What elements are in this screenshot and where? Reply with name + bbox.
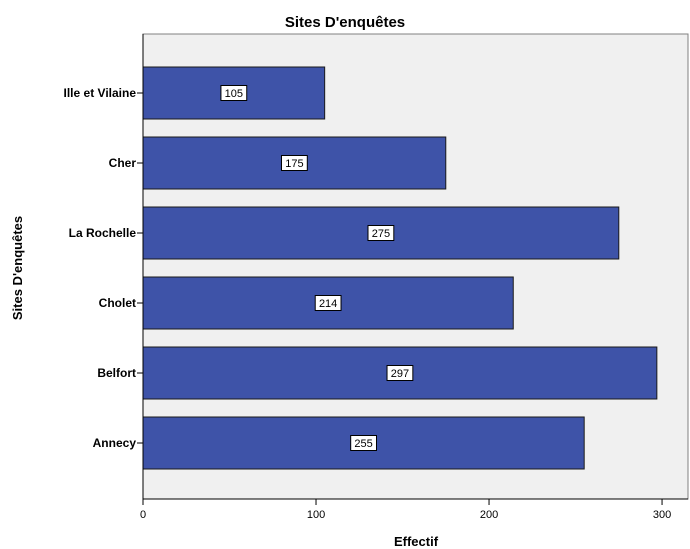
- x-axis-title: Effectif: [394, 534, 439, 549]
- x-axis-ticks: 0 100 200 300: [140, 499, 671, 521]
- x-tick-label-2: 200: [480, 509, 498, 521]
- y-tick-label-1: Cher: [109, 156, 137, 170]
- y-tick-label-5: Annecy: [93, 436, 137, 450]
- data-label-box-5: [350, 435, 377, 451]
- data-label-0: 105: [225, 88, 243, 100]
- data-label-2: 275: [372, 228, 390, 240]
- y-tick-label-0: Ille et Vilaine: [64, 86, 137, 100]
- y-tick-label-2: La Rochelle: [69, 226, 137, 240]
- y-tick-label-4: Belfort: [97, 366, 136, 380]
- x-tick-label-1: 100: [307, 509, 325, 521]
- data-label-box-4: [386, 365, 414, 381]
- data-label-1: 175: [285, 158, 303, 170]
- y-tick-label-3: Cholet: [99, 296, 136, 310]
- data-label-4: 297: [391, 368, 409, 380]
- data-label-box-2: [367, 225, 395, 241]
- data-label-box-3: [314, 295, 342, 311]
- chart-title: Sites D'enquêtes: [285, 14, 405, 31]
- x-tick-label-3: 300: [653, 509, 671, 521]
- x-tick-label-0: 0: [140, 509, 146, 521]
- data-label-box-1: [280, 155, 308, 171]
- data-label-box-0: [220, 85, 248, 101]
- y-axis-labels: Ille et Vilaine Cher La Rochelle Cholet Belf…: [64, 86, 143, 450]
- data-label-5: 255: [354, 438, 372, 450]
- data-label-3: 214: [319, 298, 337, 310]
- y-axis-title: Sites D'enquêtes: [10, 216, 25, 320]
- bars-group: 105 175 275 214 297 255: [142, 66, 658, 470]
